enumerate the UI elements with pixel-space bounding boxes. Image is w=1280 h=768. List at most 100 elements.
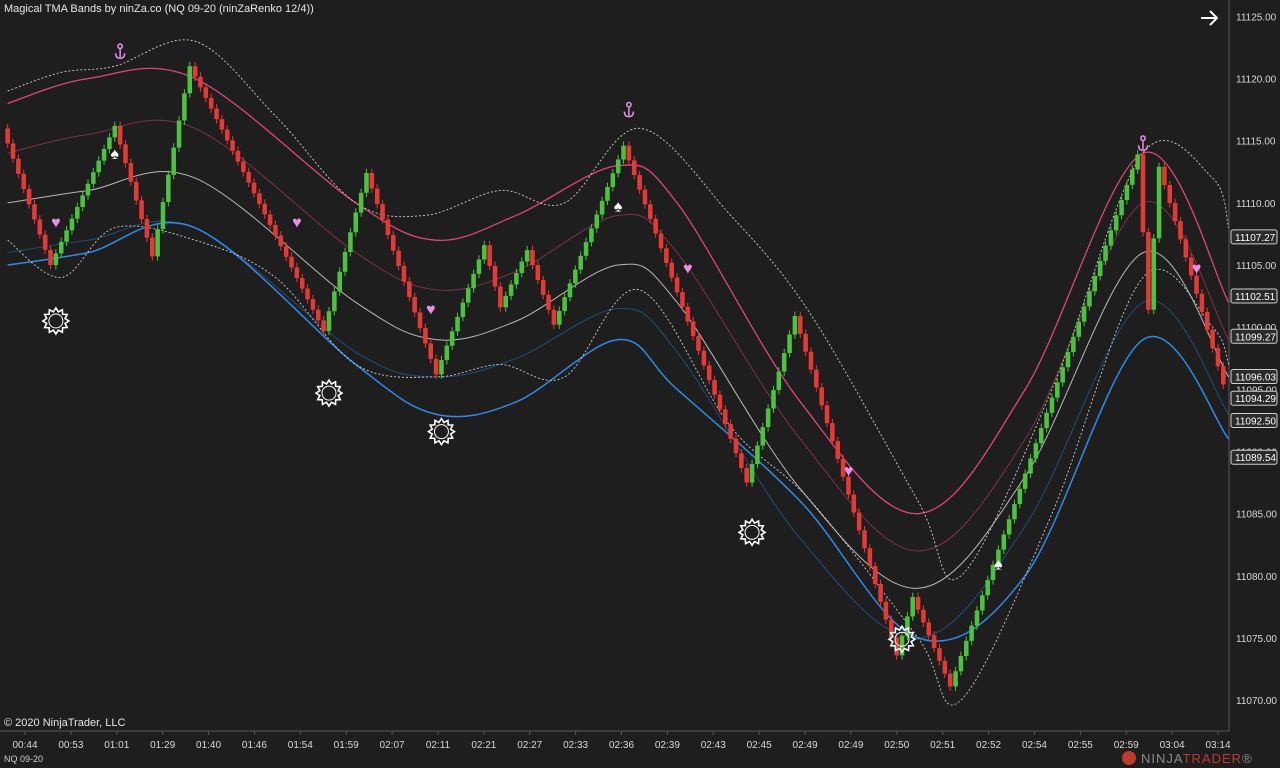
bar-down [642, 189, 648, 205]
band-middle [7, 171, 1230, 589]
price-marker-box [1230, 229, 1278, 245]
price-marker-label: 11107.27 [1235, 233, 1276, 244]
bar-down [230, 140, 235, 151]
bar-down [797, 316, 803, 334]
bar-down [26, 189, 32, 205]
bar-down [267, 214, 273, 226]
bar-up [1108, 230, 1114, 246]
bar-down [685, 306, 691, 322]
bar-down [246, 172, 251, 183]
instrument-label: NQ 09-20 [4, 754, 44, 764]
bar-up [1001, 534, 1007, 550]
bar-up [514, 273, 519, 285]
bar-up [1033, 443, 1039, 459]
bar-down [723, 409, 728, 425]
bar-down [407, 281, 412, 297]
bar-down [487, 245, 492, 266]
bar-up [465, 288, 471, 303]
bar-up [578, 255, 583, 270]
bar-up [1022, 473, 1028, 489]
price-marker-box [1230, 288, 1278, 304]
bar-down [674, 277, 680, 293]
bar-up [771, 390, 776, 409]
bar-down [283, 246, 289, 257]
bar-down [690, 321, 696, 337]
bar-up [342, 251, 348, 272]
x-tick-label: 02:51 [930, 740, 955, 751]
bar-down [380, 204, 385, 220]
bar-up [1124, 184, 1130, 201]
x-tick-label: 02:39 [655, 740, 680, 751]
bar-down [401, 266, 407, 282]
anchor-icon [623, 101, 635, 118]
y-tick-label: 11075.00 [1236, 634, 1277, 645]
bar-down [321, 320, 326, 331]
bar-up [1092, 276, 1098, 292]
bar-up [1076, 321, 1082, 337]
y-tick-label: 11085.00 [1236, 510, 1277, 521]
bar-down [117, 125, 123, 145]
x-tick-label: 02:50 [884, 740, 909, 751]
bar-down [846, 476, 851, 495]
bar-down [428, 343, 434, 359]
x-tick-label: 01:01 [104, 740, 129, 751]
bar-up [1049, 397, 1055, 413]
price-marker-box [1230, 449, 1278, 465]
bar-down [546, 294, 551, 310]
time-axis: 00:44 00:53 01:01 01:29 01:40 01:46 01:54 01:59… [12, 731, 1231, 751]
bar-up [58, 241, 64, 254]
bar-down [1183, 239, 1189, 258]
bar-up [1156, 166, 1162, 239]
bar-up [519, 261, 525, 274]
x-tick-label: 02:49 [838, 740, 863, 751]
bar-down [369, 173, 375, 189]
ninjatrader-logo: NINJATRADER® [1122, 751, 1253, 766]
y-tick-label: 11100.00 [1236, 323, 1277, 334]
bar-up [899, 635, 905, 656]
bar-up [524, 250, 530, 262]
bar-down [717, 394, 723, 410]
bar-up [1017, 488, 1023, 505]
bar-up [503, 295, 508, 308]
bar-down [535, 265, 541, 280]
bar-up [107, 137, 112, 150]
band-lower_band [7, 221, 1230, 642]
bar-up [96, 160, 101, 173]
bar-down [1210, 330, 1215, 349]
anchor-icon [114, 43, 126, 59]
arrow-right-icon[interactable] [1198, 6, 1222, 30]
price-marker-box [1230, 390, 1278, 406]
bar-up [69, 218, 75, 231]
bar-down [653, 218, 658, 234]
bar-down [1188, 257, 1194, 276]
bar-up [508, 284, 514, 296]
bar-down [42, 234, 48, 250]
bar-down [867, 548, 873, 567]
bar-down [701, 350, 707, 366]
y-tick-label: 11105.00 [1236, 261, 1277, 272]
bar-up [1113, 215, 1119, 231]
bar-up [1103, 245, 1108, 261]
sun-icon [737, 517, 767, 547]
bar-up [460, 302, 466, 317]
bar-down [433, 358, 439, 375]
bar-up [749, 464, 755, 483]
bar-down [872, 566, 878, 584]
bar-up [963, 640, 969, 657]
bar-down [824, 405, 830, 424]
bar-up [1006, 519, 1012, 535]
y-tick-label: 11115.00 [1236, 137, 1276, 148]
bar-down [942, 660, 948, 674]
bar-down [915, 596, 921, 610]
bar-up [176, 120, 182, 148]
heart-icon: ♥ [1192, 261, 1202, 278]
bar-down [289, 256, 294, 268]
bar-down [294, 267, 300, 278]
bar-up [337, 271, 342, 292]
price-marker-label: 11089.54 [1235, 453, 1276, 464]
price-marker-label: 11102.51 [1235, 292, 1276, 303]
bar-up [556, 310, 562, 325]
spade-icon: ♠ [614, 198, 623, 215]
bar-up [1065, 352, 1071, 368]
